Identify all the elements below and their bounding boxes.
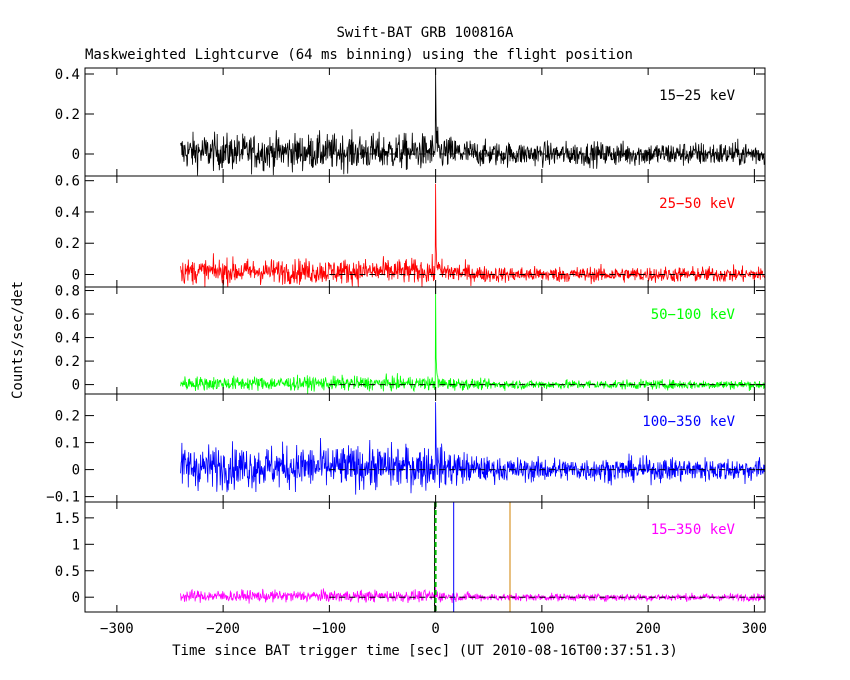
x-tick-label: −200 xyxy=(206,621,240,637)
y-tick-label: 1.5 xyxy=(55,511,80,527)
panel-1: 0 0.2 0.4 15−25 keV xyxy=(55,67,766,177)
panel-label-1: 15−25 keV xyxy=(659,88,735,104)
y-tick-label: 0 xyxy=(72,147,80,163)
panel-label-4: 100−350 keV xyxy=(642,414,735,430)
chart-subtitle: Maskweighted Lightcurve (64 ms binning) … xyxy=(85,47,633,63)
x-tick-label: 100 xyxy=(529,621,554,637)
chart-title: Swift-BAT GRB 100816A xyxy=(336,25,514,41)
panel-frame-3 xyxy=(84,286,766,395)
y-tick-label: 0 xyxy=(72,378,80,394)
y-tick-label: 0.5 xyxy=(55,564,80,580)
x-tick-label: 0 xyxy=(431,621,439,637)
y-tick-label: 0.1 xyxy=(55,436,80,452)
y-tick-label: 0.2 xyxy=(55,409,80,425)
panel-frame-5 xyxy=(84,501,766,613)
y-tick-label: 0.4 xyxy=(55,205,80,221)
y-tick-label: 0 xyxy=(72,463,80,479)
y-tick-label: −0.1 xyxy=(46,490,80,506)
series-line-panel-4 xyxy=(180,402,765,495)
y-tick-label: 0 xyxy=(72,267,80,283)
x-tick-label: −300 xyxy=(100,621,134,637)
series-line-panel-5 xyxy=(180,586,765,604)
y-tick-label: 0.6 xyxy=(55,174,80,190)
x-tick-label: 300 xyxy=(742,621,767,637)
x-tick-label: 200 xyxy=(635,621,660,637)
panel-4: −0.1 0 0.1 0.2 100−350 keV xyxy=(46,393,766,506)
y-tick-label: 0.2 xyxy=(55,354,80,370)
x-axis-label: Time since BAT trigger time [sec] (UT 20… xyxy=(172,643,678,659)
panel-label-5: 15−350 keV xyxy=(651,522,736,538)
panel-5: 0 0.5 1 1.5 15−350 keV xyxy=(55,501,766,613)
panel-3: 0 0.2 0.4 0.6 0.8 50−100 keV xyxy=(55,284,766,395)
x-tick-label: −100 xyxy=(313,621,347,637)
series-line-panel-2 xyxy=(180,183,765,287)
panel-2: 0 0.2 0.4 0.6 25−50 keV xyxy=(55,174,766,288)
y-tick-label: 0.2 xyxy=(55,236,80,252)
x-tick-labels: −300 −200 −100 0 100 200 300 xyxy=(100,621,767,637)
series-line-panel-1 xyxy=(180,69,765,176)
series-line-panel-3 xyxy=(180,288,765,394)
y-tick-label: 0.2 xyxy=(55,107,80,123)
panel-label-2: 25−50 keV xyxy=(659,196,735,212)
y-tick-label: 0 xyxy=(72,590,80,606)
y-tick-label: 0.8 xyxy=(55,284,80,300)
panel-label-3: 50−100 keV xyxy=(651,307,736,323)
y-tick-label: 0.4 xyxy=(55,67,80,83)
y-tick-label: 0.4 xyxy=(55,331,80,347)
y-tick-label: 0.6 xyxy=(55,307,80,323)
y-axis-label: Counts/sec/det xyxy=(10,281,26,399)
y-tick-label: 1 xyxy=(72,537,80,553)
